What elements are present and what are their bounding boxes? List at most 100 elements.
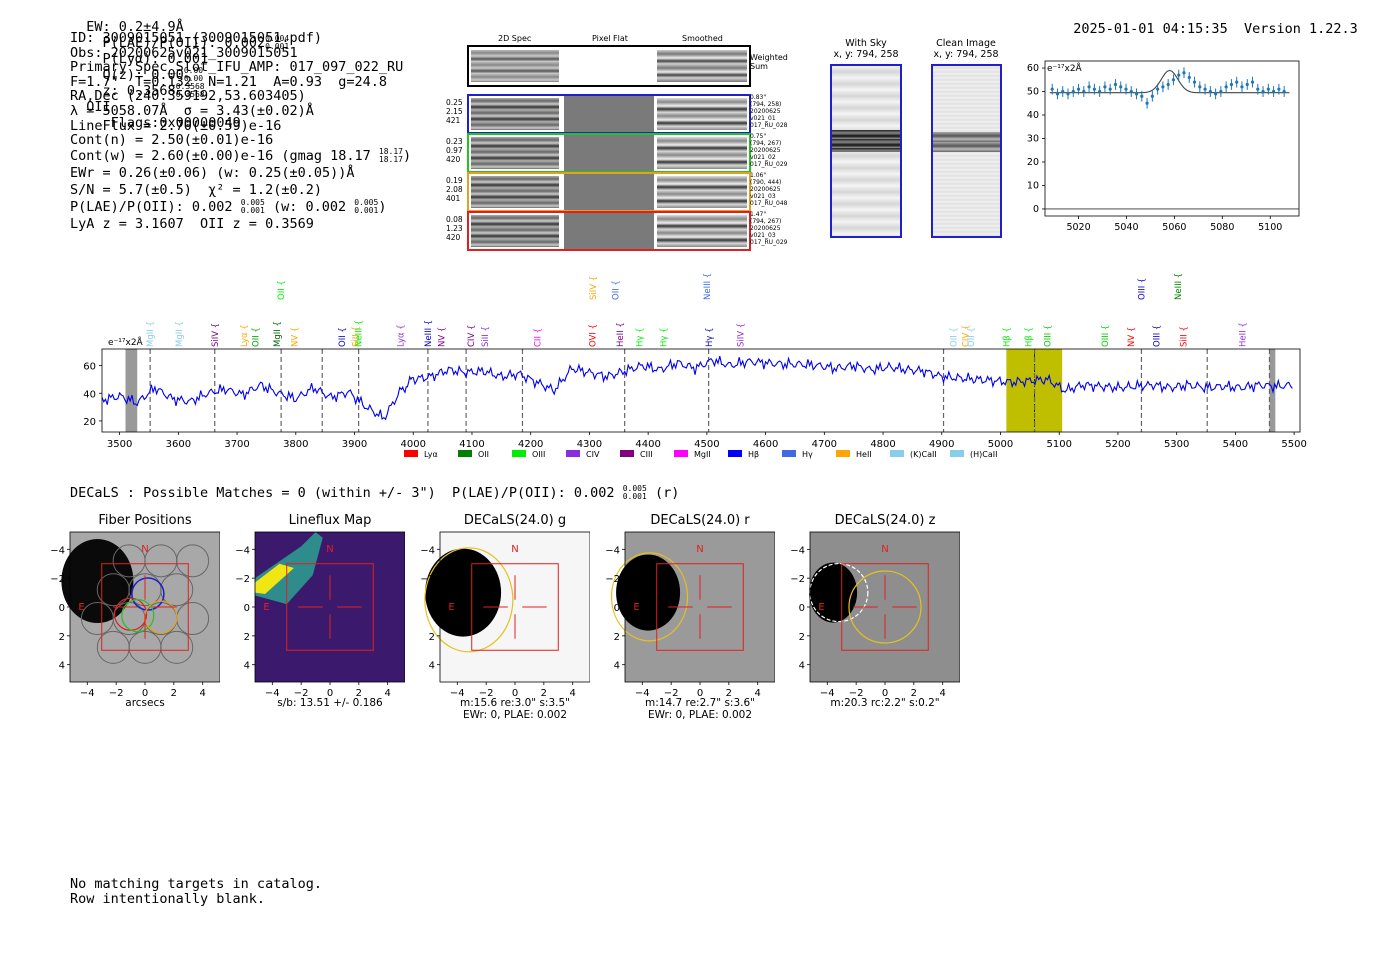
clean-xy: x, y: 794, 258 (933, 49, 999, 60)
spectrum-line-label: NV { (1127, 327, 1137, 347)
spectrum-line-label: Hβ { (1002, 327, 1012, 347)
zoom-point (1166, 82, 1170, 87)
thumb-xtick-label: 0 (142, 688, 148, 699)
spectrum-xtick-label: 4000 (401, 439, 426, 450)
cutout-stat: 0.23 (446, 137, 463, 146)
cutout-meta: v021_03 (750, 232, 776, 239)
zoom-point (1066, 92, 1070, 96)
thumb-east-label: E (818, 602, 824, 613)
thumb-xtick-label: −2 (849, 688, 864, 699)
thumb-xtick-label: −4 (450, 688, 465, 699)
thumb-north-label: N (326, 544, 333, 555)
header-plae: P(LAE)/P(OII): 0.002 (102, 35, 266, 51)
spectrum-xtick-label: 3900 (342, 439, 367, 450)
cutout-meta: 0.83" (750, 94, 767, 101)
thumb-bright-source (61, 539, 134, 624)
thumb-caption: EWr: 0, PLAE: 0.002 (647, 709, 753, 721)
header-qz: Q(z): 0.00 (102, 67, 184, 83)
spectrum-xtick-label: 5300 (1164, 439, 1189, 450)
cutout-stat: 2.08 (446, 185, 463, 194)
thumb-ytick-label: −2 (790, 574, 805, 585)
header-qz-sub: 0.00 (183, 74, 204, 83)
legend-label: OII (478, 450, 489, 459)
thumb-ytick-label: 0 (614, 603, 620, 614)
header-qz-sup: 0.00 (183, 66, 204, 75)
info-lya: LyA z = 3.1607 OII z = 0.3569 (70, 215, 314, 232)
fiber-circle (160, 573, 194, 607)
zoom-point (1235, 80, 1239, 84)
cutout-meta: (794, 258) (750, 101, 782, 108)
thumb-aperture-box (841, 563, 929, 651)
cutout-left-stats: 0.19 2.08 401 (446, 176, 463, 203)
spectrum-frame (101, 348, 1301, 433)
cutout-stat: 0.08 (446, 215, 463, 224)
cutout-smoothed (657, 215, 747, 247)
thumb-ytick-label: 2 (614, 632, 620, 643)
zoom-point (1061, 89, 1065, 94)
cutout-meta: 017_RU_048 (750, 200, 788, 207)
thumb-ytick-label: 0 (799, 603, 805, 614)
legend-swatch (950, 450, 964, 457)
info-lambda: λ = 5058.07Å σ = 3.43(±0.02)Å (70, 102, 314, 119)
legend-label: OIII (532, 450, 545, 459)
thumb-title: Fiber Positions (98, 513, 192, 528)
zoom-point (1055, 92, 1060, 96)
cutout-meta: 20200625 (750, 147, 781, 154)
thumb-ytick-label: 4 (614, 661, 620, 672)
legend-swatch (512, 450, 526, 457)
cutout-stat: 2.15 (446, 107, 463, 116)
header-plae-sup: 0.004 (265, 34, 290, 43)
spectrum-line-label: NeIII { (703, 273, 713, 300)
zoom-xtick-label: 5040 (1114, 222, 1138, 232)
spectrum-line-label: OII { (338, 327, 348, 347)
zoom-ytick-label: 50 (1027, 87, 1039, 98)
zoom-point (1134, 92, 1139, 96)
thumb-ytick-label: −4 (420, 545, 435, 556)
spectrum-masked-region (125, 349, 138, 432)
clean-image (931, 64, 1002, 238)
spectrum-line-label: SiII { (1180, 326, 1190, 347)
thumb-ytick-label: −2 (420, 574, 435, 585)
header-z-sub: 0.3568 (175, 90, 205, 99)
spectrum-xtick-label: 4400 (635, 439, 660, 450)
thumb-ytick-label: 0 (244, 603, 250, 614)
header-version: Version 1.22.3 (1243, 21, 1358, 37)
spectrum-line-label: SiIV { (736, 323, 746, 347)
thumb-title: DECaLS(24.0) z (834, 513, 936, 528)
thumb-east-label: E (263, 602, 269, 613)
cutout-smoothed (657, 176, 747, 208)
thumb-xtick-label: −4 (635, 688, 650, 699)
thumb-caption: m:20.3 rc:2.2" s:0.2" (830, 697, 940, 709)
thumb-xtick-label: 0 (327, 688, 333, 699)
zoom-point (1177, 73, 1181, 77)
thumb-ytick-label: 0 (429, 603, 435, 614)
cutout-meta: (790, 444) (750, 179, 782, 186)
zoom-point (1092, 87, 1096, 91)
spectrum-line-label: NV { (437, 327, 447, 347)
legend-swatch (836, 450, 850, 457)
cutout-stat: 421 (446, 116, 461, 125)
thumb-xtick-label: −2 (294, 688, 309, 699)
zoom-point (1187, 75, 1191, 80)
cutout-meta: v021_02 (750, 154, 776, 161)
thumb-xtick-label: −4 (80, 688, 95, 699)
decals-header: DECaLS : Possible Matches = 0 (within +/… (70, 485, 679, 502)
zoom-point (1119, 85, 1123, 89)
cutout-meta: 017_RU_028 (750, 122, 788, 129)
thumb-bright-source (616, 554, 681, 631)
thumb-xtick-label: 0 (512, 688, 518, 699)
info-fparams: F=1.7" T=0.132 N=1.21 A=0.93 g=24.8 (70, 73, 387, 90)
legend-label: Hβ (748, 450, 759, 459)
cutout-2dspec (471, 215, 559, 247)
info-plae-w: (w: 0.002 (272, 198, 347, 215)
spectrum-line-label: OII { (950, 327, 960, 347)
zoom-model-line (1049, 69, 1290, 94)
thumb-ytick-label: 4 (799, 661, 805, 672)
info-lineflux: LineFlux = 2.70(±0.59)e-16 (70, 117, 282, 134)
thumb-xtick-label: 4 (385, 688, 391, 699)
spectrum-xtick-label: 4700 (812, 439, 837, 450)
col-header-2dspec: 2D Spec (498, 34, 532, 43)
thumb-xtick-label: 2 (911, 688, 917, 699)
thumb-title: DECaLS(24.0) g (463, 513, 567, 528)
